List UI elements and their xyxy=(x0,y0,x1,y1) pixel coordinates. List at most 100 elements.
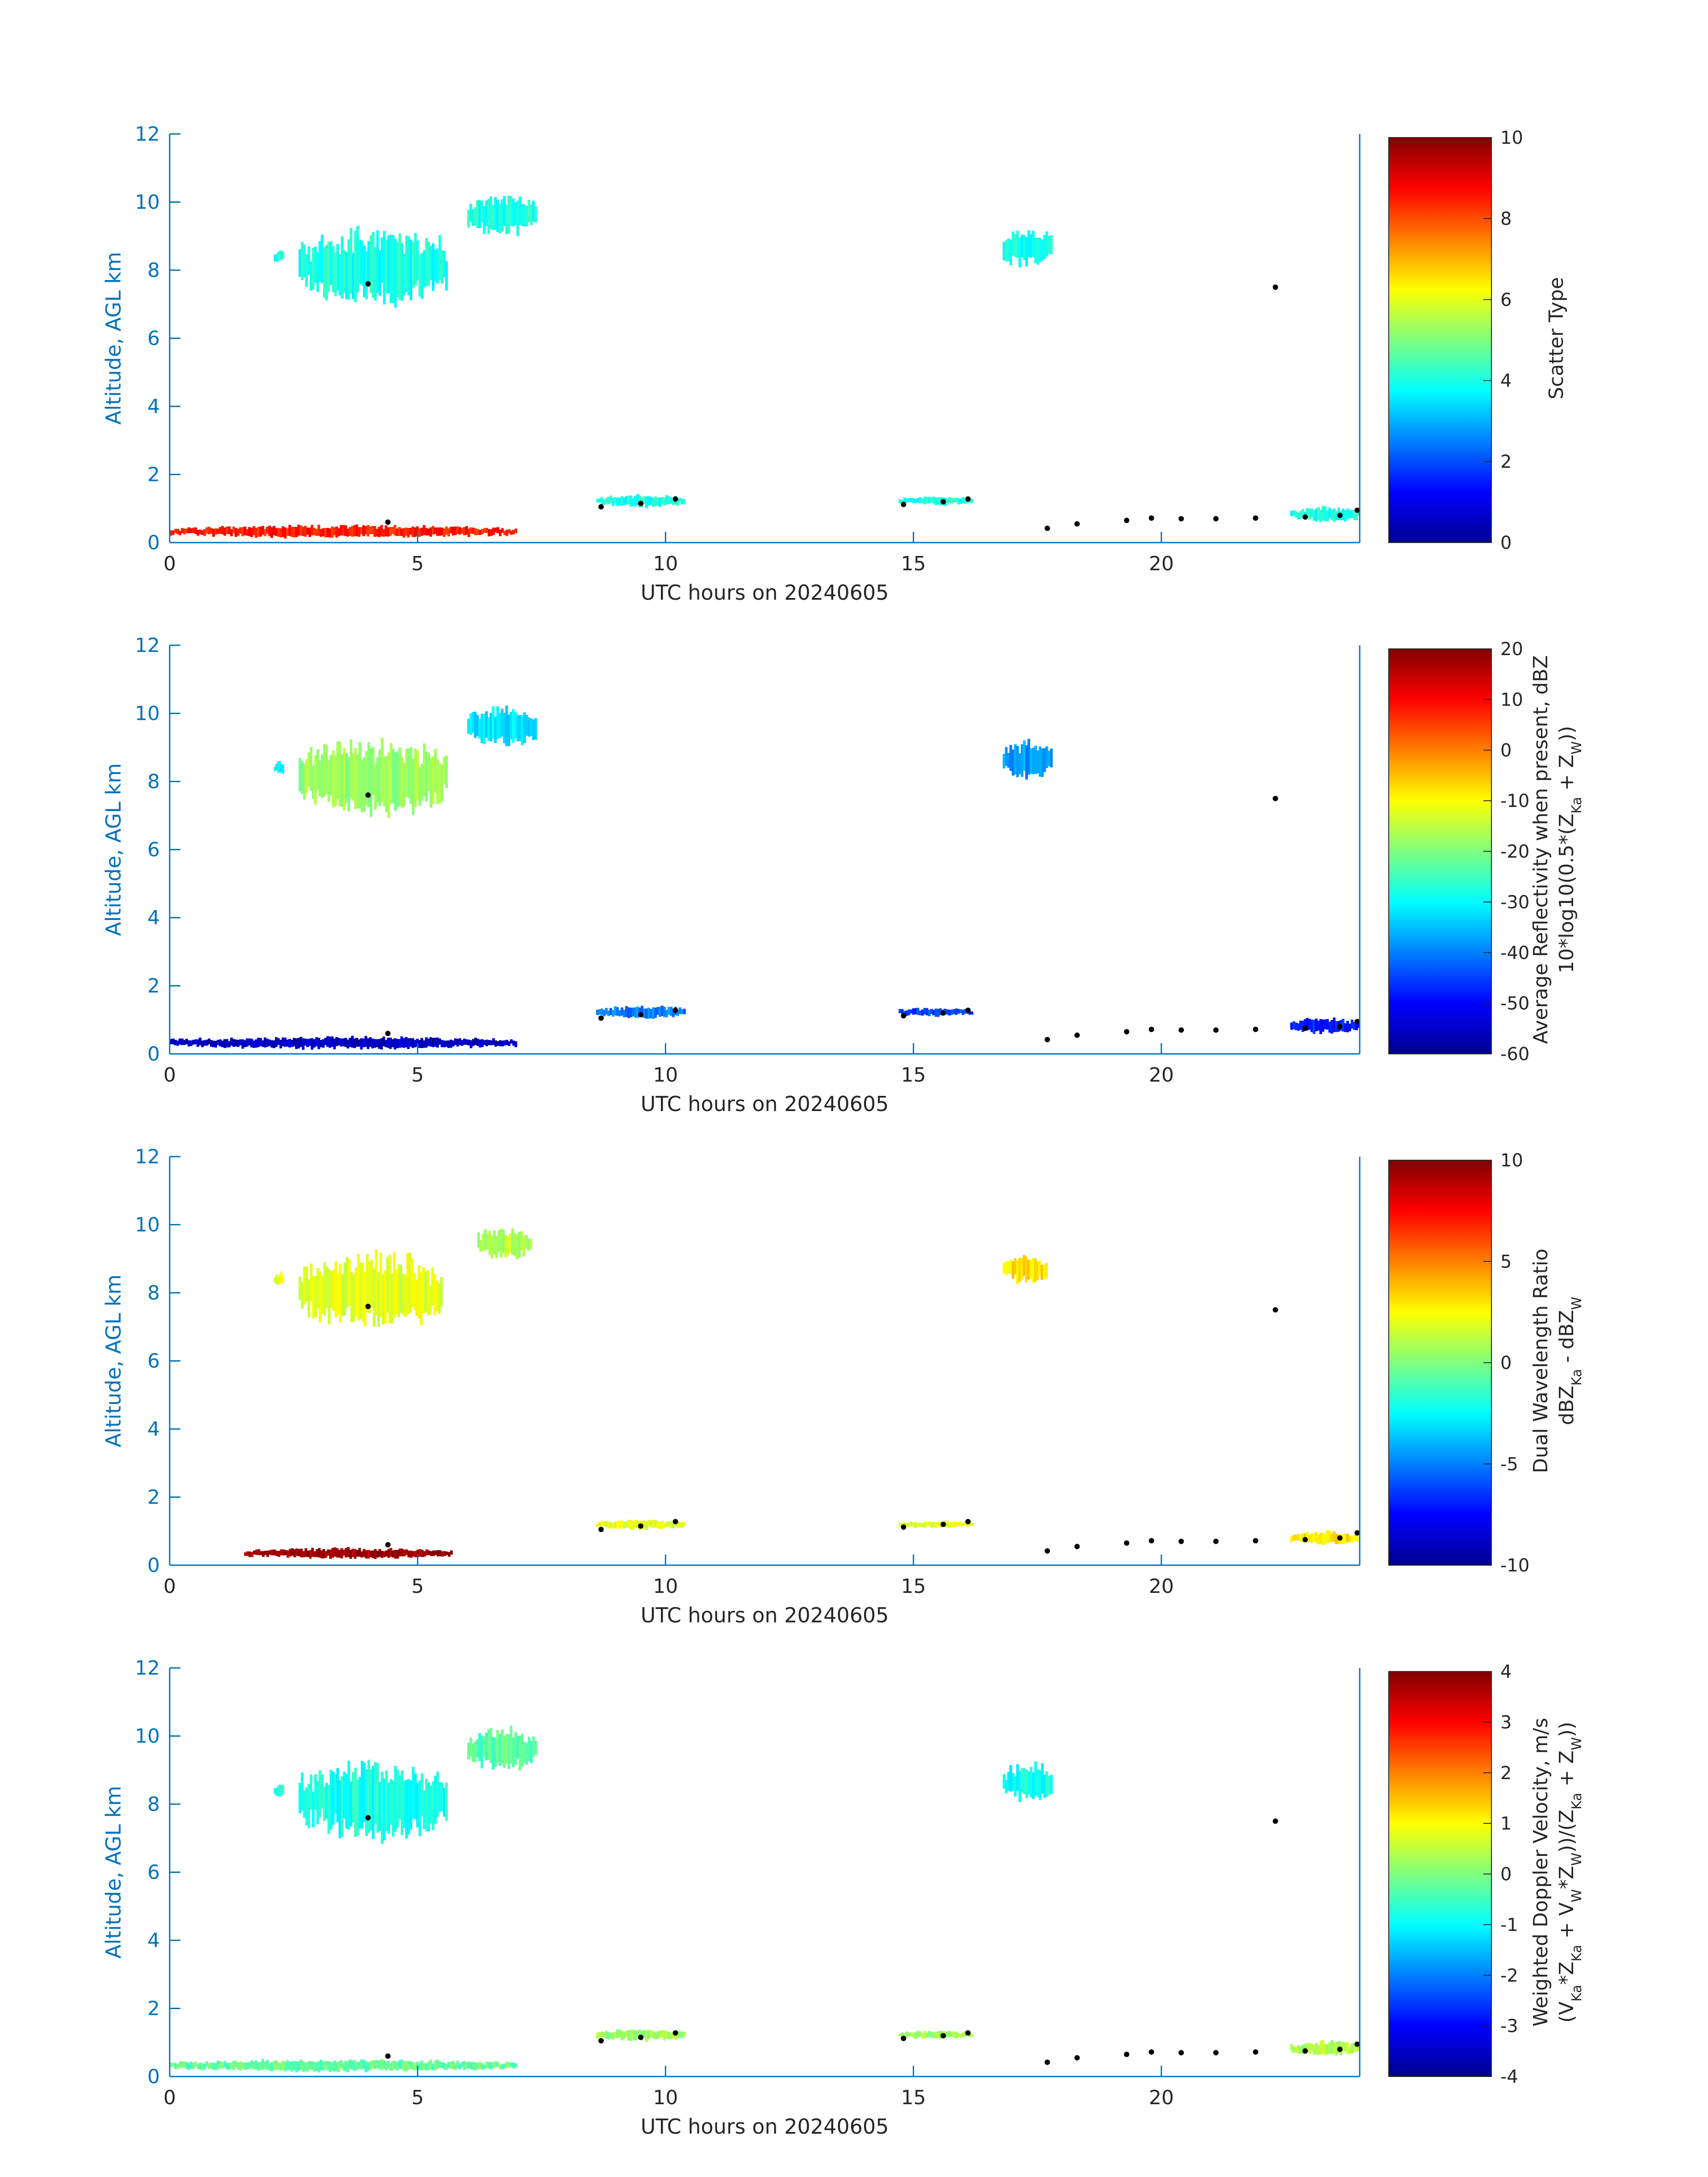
cloud-base-point xyxy=(638,1012,643,1018)
colorbar-label-line: *Z xyxy=(1555,1866,1578,1889)
x-tick-label: 10 xyxy=(653,1575,678,1598)
colorbar-tick-label: 0 xyxy=(1500,1864,1512,1885)
data-region xyxy=(298,1249,443,1327)
cloud-base-point xyxy=(598,1526,604,1532)
y-tick-label: 4 xyxy=(147,1929,160,1952)
colorbar-label-line: 10*log10(0.5*(Z xyxy=(1555,814,1578,974)
x-tick-label: 5 xyxy=(411,1575,424,1598)
data-region xyxy=(170,2059,518,2073)
cloud-base-point xyxy=(598,1015,604,1021)
colorbar-label-subscript: Ka xyxy=(1569,797,1585,814)
cloud-base-point xyxy=(1302,514,1308,520)
cloud-base-point xyxy=(1253,2049,1258,2055)
colorbar-label-subscript: W xyxy=(1569,741,1585,755)
cloud-base-point xyxy=(1253,1538,1258,1544)
cloud-base-point xyxy=(1074,2055,1080,2061)
cloud-base-point xyxy=(1337,513,1343,518)
x-tick-label: 10 xyxy=(653,1064,678,1086)
cloud-base-point xyxy=(901,2035,906,2041)
colorbar-tick-label: -2 xyxy=(1500,1965,1518,1986)
colorbar-tick-label: 3 xyxy=(1500,1712,1512,1733)
colorbar: -60 -50 -40 -30 -20 -10 0 10 20 Average Reflectiv… xyxy=(1388,639,1585,1065)
cloud-base-point xyxy=(1213,1027,1219,1033)
cloud-base-point xyxy=(1178,2050,1184,2056)
cloud-base-point xyxy=(901,1013,906,1019)
colorbar-label-line: + Z xyxy=(1555,1751,1578,1793)
data-region xyxy=(467,195,537,237)
colorbar-tick-label: 4 xyxy=(1500,1662,1512,1682)
y-tick-label: 2 xyxy=(147,975,160,998)
colorbar-tick-label: 6 xyxy=(1500,290,1512,310)
cloud-base-point xyxy=(672,1007,678,1013)
cloud-base-point xyxy=(1354,507,1360,513)
colorbar-tick-label: -1 xyxy=(1500,1915,1518,1935)
y-tick-label: 12 xyxy=(135,1657,160,1680)
y-axis-label: Altitude, AGL km xyxy=(101,252,125,425)
x-tick-label: 20 xyxy=(1149,1575,1174,1598)
colorbar-label-subscript: Ka xyxy=(1569,1945,1585,1962)
y-tick-label: 10 xyxy=(135,1214,160,1237)
y-tick-label: 8 xyxy=(147,1282,160,1304)
data-region xyxy=(477,1228,532,1259)
colorbar-label: Scatter Type xyxy=(1545,277,1568,400)
colorbar-gradient xyxy=(1388,137,1492,543)
x-axis-label: UTC hours on 20240605 xyxy=(641,1092,889,1116)
colorbar-label-subscript: Ka xyxy=(1569,1793,1585,1810)
cloud-base-point xyxy=(940,2033,946,2039)
cloud-base-point xyxy=(1178,1027,1184,1033)
cloud-base-point xyxy=(385,2053,391,2059)
cloud-base-point xyxy=(1273,1307,1278,1313)
colorbar: -10 -5 0 5 10 Dual Wavelength Ratio dBZKa - dB… xyxy=(1388,1150,1585,1576)
cloud-base-point xyxy=(1074,1032,1080,1038)
cloud-base-point xyxy=(1044,526,1050,531)
colorbar-label-subscript: W xyxy=(1569,1297,1585,1310)
cloud-base-point xyxy=(385,1031,391,1036)
cloud-base-point xyxy=(1253,1027,1258,1032)
colorbar-label-line: Weighted Doppler Velocity, m/s xyxy=(1529,1718,1552,2027)
x-tick-label: 20 xyxy=(1149,552,1174,575)
cloud-base-point xyxy=(1213,1538,1219,1544)
y-tick-label: 8 xyxy=(147,770,160,793)
data-region xyxy=(1290,1017,1360,1034)
cloud-base-point xyxy=(1124,1029,1130,1035)
colorbar-label-line: + Z xyxy=(1555,755,1578,797)
data-region xyxy=(298,226,448,308)
colorbar-label-subscript: W xyxy=(1569,1737,1585,1751)
y-axis-label: Altitude, AGL km xyxy=(101,1274,125,1447)
x-tick-label: 5 xyxy=(411,1064,424,1086)
data-region xyxy=(898,496,973,506)
x-tick-label: 0 xyxy=(163,2086,176,2109)
data-region xyxy=(898,1520,973,1528)
cloud-base-point xyxy=(1148,2049,1154,2055)
colorbar-label-line: )) xyxy=(1555,1722,1578,1737)
cloud-base-point xyxy=(1148,515,1154,521)
data-region xyxy=(596,1005,686,1019)
x-tick-label: 20 xyxy=(1149,2086,1174,2109)
cloud-base-point xyxy=(672,2030,678,2036)
y-tick-label: 0 xyxy=(147,1043,160,1066)
y-tick-label: 4 xyxy=(147,907,160,929)
data-region xyxy=(898,1007,973,1017)
colorbar-tick-label: -30 xyxy=(1500,892,1529,913)
cloud-base-point xyxy=(1253,515,1258,521)
y-tick-label: 12 xyxy=(135,123,160,146)
cloud-base-point xyxy=(965,496,971,502)
cloud-base-point xyxy=(385,519,391,525)
cloud-base-point xyxy=(1044,1548,1050,1554)
data-region xyxy=(1002,1255,1048,1284)
colorbar-tick-label: 2 xyxy=(1500,452,1512,472)
cloud-base-point xyxy=(1354,1019,1360,1024)
y-tick-label: 10 xyxy=(135,702,160,725)
cloud-base-point xyxy=(385,1542,391,1548)
colorbar-tick-label: 5 xyxy=(1500,1252,1512,1272)
y-tick-label: 10 xyxy=(135,1725,160,1748)
colorbar-tick-label: 0 xyxy=(1500,1353,1512,1374)
colorbar-tick-label: -3 xyxy=(1500,2016,1518,2037)
plot-area: 0 5 10 15 20 0 2 4 6 8 10 12 xyxy=(135,123,1361,575)
data-region xyxy=(1290,506,1360,522)
data-region xyxy=(170,524,518,539)
colorbar-label-line: ))/(Z xyxy=(1555,1809,1578,1852)
cloud-base-point xyxy=(1302,2048,1308,2054)
